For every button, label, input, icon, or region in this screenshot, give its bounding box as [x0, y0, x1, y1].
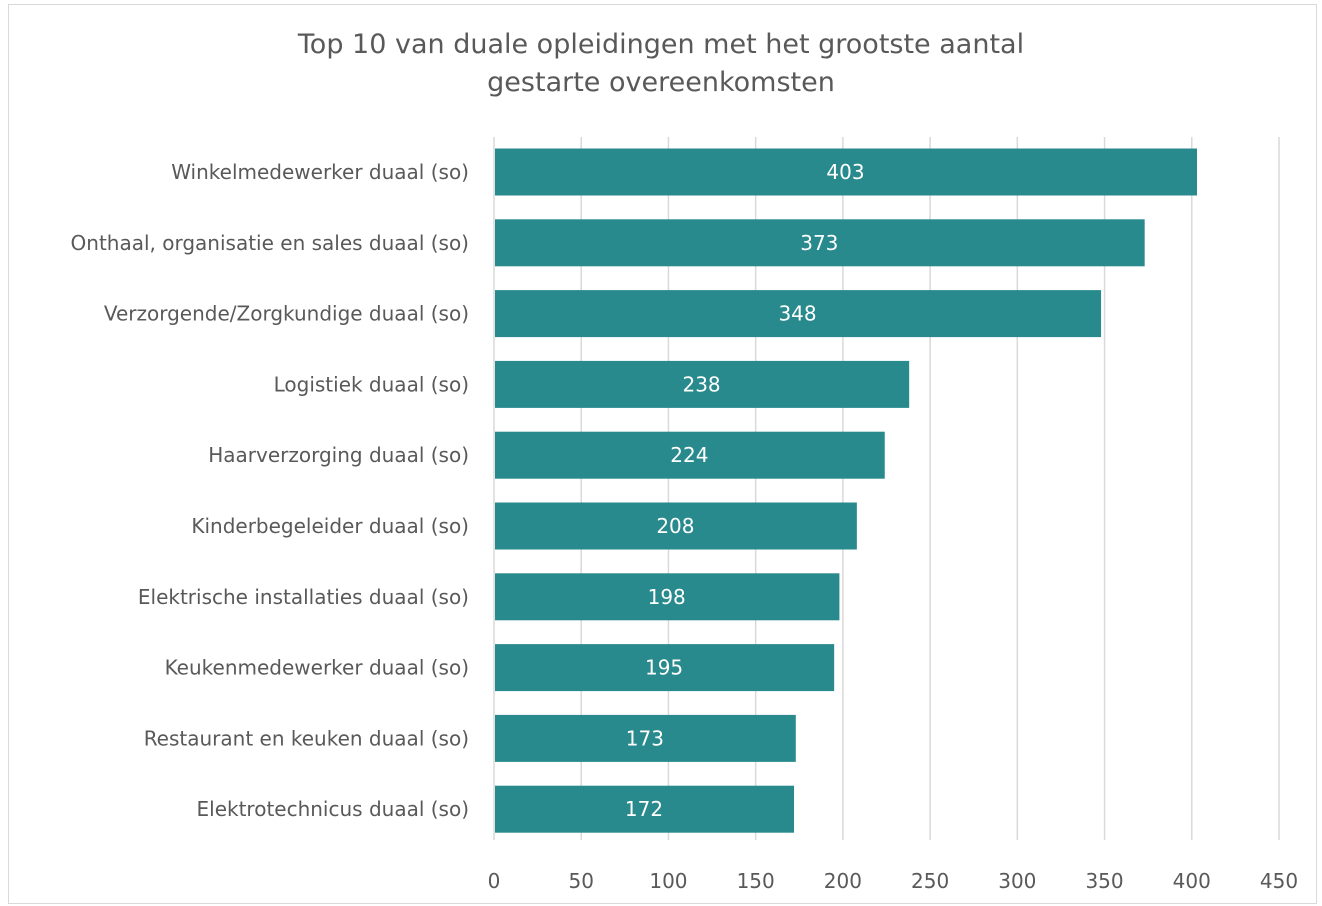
x-tick-label: 350 [1085, 869, 1123, 893]
x-tick-label: 450 [1260, 869, 1298, 893]
category-label: Logistiek duaal (so) [274, 372, 469, 396]
data-label: 172 [625, 797, 663, 821]
bar [495, 148, 1198, 196]
data-label: 198 [648, 585, 686, 609]
bar [495, 502, 857, 550]
x-tick-label: 150 [737, 869, 775, 893]
bar [495, 573, 840, 621]
x-tick-label: 0 [488, 869, 501, 893]
category-label: Restaurant en keuken duaal (so) [144, 726, 469, 750]
data-label: 348 [778, 302, 816, 326]
bar [495, 431, 885, 479]
x-tick-label: 400 [1173, 869, 1211, 893]
x-tick-label: 50 [568, 869, 593, 893]
chart-title-line-2: gestarte overeenkomsten [487, 67, 835, 98]
category-label: Elektrische installaties duaal (so) [138, 585, 469, 609]
data-label: 238 [682, 372, 720, 396]
x-tick-label: 100 [649, 869, 687, 893]
bar [495, 219, 1145, 267]
data-label: 224 [670, 443, 708, 467]
category-label: Keukenmedewerker duaal (so) [165, 656, 469, 680]
category-label: Onthaal, organisatie en sales duaal (so) [71, 231, 469, 255]
x-tick-label: 200 [824, 869, 862, 893]
chart-title: Top 10 van duale opleidingen met het gro… [0, 26, 1322, 102]
category-label: Winkelmedewerker duaal (so) [171, 160, 469, 184]
data-label: 403 [826, 160, 864, 184]
bar [495, 290, 1102, 338]
bar [495, 714, 796, 762]
category-label: Haarverzorging duaal (so) [208, 443, 469, 467]
chart-title-line-1: Top 10 van duale opleidingen met het gro… [297, 29, 1025, 60]
bar [495, 360, 910, 408]
category-label: Elektrotechnicus duaal (so) [197, 797, 470, 821]
bar [495, 785, 795, 833]
data-label: 373 [800, 231, 838, 255]
x-tick-label: 300 [998, 869, 1036, 893]
category-label: Verzorgende/Zorgkundige duaal (so) [104, 302, 469, 326]
x-tick-label: 250 [911, 869, 949, 893]
data-label: 195 [645, 656, 683, 680]
category-label: Kinderbegeleider duaal (so) [191, 514, 469, 538]
data-label: 173 [626, 726, 664, 750]
bar [495, 644, 835, 692]
data-label: 208 [656, 514, 694, 538]
